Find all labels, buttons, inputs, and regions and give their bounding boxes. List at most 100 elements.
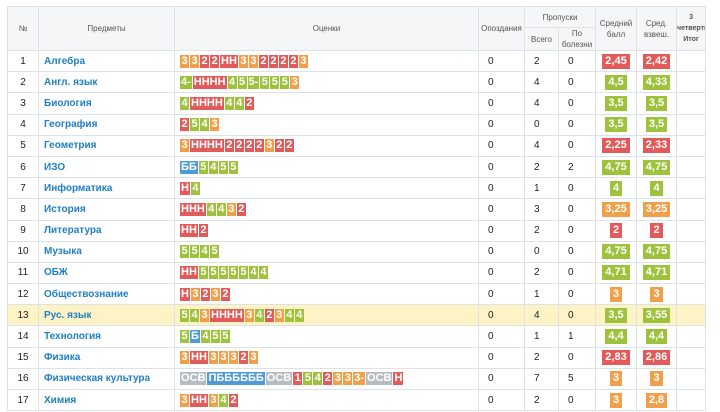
grade-mark[interactable]: 3 <box>290 75 300 89</box>
grade-mark[interactable]: 3- <box>353 372 366 386</box>
grade-mark[interactable]: 2 <box>278 54 288 68</box>
grade-mark[interactable]: 5 <box>218 266 228 280</box>
subject-link[interactable]: Химия <box>44 394 77 406</box>
subject-link[interactable]: География <box>44 119 98 131</box>
grade-mark[interactable]: НННН <box>192 75 227 89</box>
grade-mark[interactable]: 2 <box>236 202 246 216</box>
grade-mark[interactable]: 5 <box>210 330 220 344</box>
grade-mark[interactable]: 2 <box>200 54 209 68</box>
grade-mark[interactable]: 5 <box>180 245 189 259</box>
grade-mark[interactable]: 3 <box>208 351 218 365</box>
grade-mark[interactable]: 3 <box>180 139 189 153</box>
grade-mark[interactable]: 5 <box>190 245 199 259</box>
grade-mark[interactable]: 5 <box>180 330 189 344</box>
grade-mark[interactable]: НН <box>190 393 208 407</box>
grade-mark[interactable]: 4 <box>284 308 294 322</box>
grade-mark[interactable]: 3 <box>238 54 248 68</box>
grade-mark[interactable]: 3 <box>264 139 274 153</box>
grade-mark[interactable]: 5 <box>190 118 199 132</box>
subject-link[interactable]: ИЗО <box>44 161 66 173</box>
grade-mark[interactable]: ББ <box>180 160 198 174</box>
grade-mark[interactable]: 2 <box>220 287 230 301</box>
grade-mark[interactable]: 2 <box>200 287 210 301</box>
grade-mark[interactable]: 5 <box>210 245 219 259</box>
grade-mark[interactable]: 2 <box>180 118 189 132</box>
grade-mark[interactable]: 3 <box>200 308 209 322</box>
grade-mark[interactable]: 3 <box>190 287 200 301</box>
grade-mark[interactable]: 2 <box>258 54 268 68</box>
subject-link[interactable]: Информатика <box>44 182 113 194</box>
grade-mark[interactable]: 3 <box>244 308 254 322</box>
subject-link[interactable]: История <box>44 203 86 215</box>
grade-mark[interactable]: 2 <box>210 54 219 68</box>
grade-mark[interactable]: 5 <box>218 160 228 174</box>
grade-mark[interactable]: 3 <box>180 54 189 68</box>
grade-mark[interactable]: 2 <box>268 54 278 68</box>
grade-mark[interactable]: НННН <box>210 308 244 322</box>
grade-mark[interactable]: 2 <box>288 54 298 68</box>
grade-mark[interactable]: 4 <box>294 308 304 322</box>
grade-mark[interactable]: 3 <box>248 351 258 365</box>
grade-mark[interactable]: 2 <box>264 308 274 322</box>
grade-mark[interactable]: 3 <box>298 54 308 68</box>
grade-mark[interactable]: 4 <box>190 308 199 322</box>
grade-mark[interactable]: НННН <box>190 139 224 153</box>
grade-mark[interactable]: 2 <box>198 224 208 238</box>
grade-mark[interactable]: 3 <box>218 351 228 365</box>
grade-mark[interactable]: ОСВ <box>366 372 393 386</box>
grade-mark[interactable]: 4 <box>248 266 258 280</box>
grade-mark[interactable]: 5 <box>208 266 218 280</box>
grade-mark[interactable]: 4 <box>190 181 200 195</box>
grade-mark[interactable]: 2 <box>244 139 254 153</box>
grade-mark[interactable]: 3 <box>190 54 199 68</box>
grade-mark[interactable]: 5 <box>237 75 247 89</box>
grade-mark[interactable]: 3 <box>210 118 219 132</box>
subject-link[interactable]: Литература <box>44 225 102 237</box>
grade-mark[interactable]: 4 <box>206 202 216 216</box>
grade-mark[interactable]: НН <box>180 224 198 238</box>
grade-mark[interactable]: 5 <box>270 75 280 89</box>
grade-mark[interactable]: 2 <box>224 139 234 153</box>
subject-link[interactable]: Обществознание <box>44 288 129 300</box>
grade-mark[interactable]: 2 <box>254 139 264 153</box>
subject-link[interactable]: ОБЖ <box>44 267 68 279</box>
grade-mark[interactable]: 3 <box>248 54 258 68</box>
grade-mark[interactable]: ННН <box>180 202 206 216</box>
grade-mark[interactable]: 4- <box>180 75 192 89</box>
grade-mark[interactable]: 5 <box>238 266 248 280</box>
grade-mark[interactable]: ОСВ <box>265 372 293 386</box>
subject-link[interactable]: Алгебра <box>44 55 86 67</box>
grade-mark[interactable]: ОСВ <box>180 372 207 386</box>
subject-link[interactable]: Физика <box>44 352 81 364</box>
subject-link[interactable]: Рус. язык <box>44 309 92 321</box>
subject-link[interactable]: Физическая культура <box>44 373 151 385</box>
grade-mark[interactable]: 5 <box>260 75 270 89</box>
grade-mark[interactable]: 5 <box>228 266 238 280</box>
grade-mark[interactable]: 4 <box>224 96 234 110</box>
subject-link[interactable]: Технология <box>44 331 101 343</box>
grade-mark[interactable]: 4 <box>200 330 210 344</box>
grade-mark[interactable]: ПББББББ <box>207 372 265 386</box>
grade-mark[interactable]: 3 <box>333 372 343 386</box>
grade-mark[interactable]: 5 <box>198 160 208 174</box>
grade-mark[interactable]: 4 <box>227 75 237 89</box>
grade-mark[interactable]: Н <box>180 181 190 195</box>
grade-mark[interactable]: 2 <box>234 139 244 153</box>
subject-link[interactable]: Англ. язык <box>44 76 98 88</box>
grade-mark[interactable]: 3 <box>274 308 284 322</box>
grade-mark[interactable]: 4 <box>258 266 268 280</box>
grade-mark[interactable]: 5 <box>303 372 313 386</box>
grade-mark[interactable]: 2 <box>323 372 333 386</box>
grade-mark[interactable]: 3 <box>228 351 238 365</box>
grade-mark[interactable]: 4 <box>313 372 323 386</box>
grade-mark[interactable]: 2 <box>244 96 254 110</box>
grade-mark[interactable]: 2 <box>228 393 238 407</box>
grade-mark[interactable]: 3 <box>226 202 236 216</box>
grade-mark[interactable]: 3 <box>210 287 220 301</box>
grade-mark[interactable]: 5 <box>228 160 238 174</box>
grade-mark[interactable]: Б <box>190 330 200 344</box>
grade-mark[interactable]: 4 <box>180 96 189 110</box>
grade-mark[interactable]: НН <box>190 351 208 365</box>
grade-mark[interactable]: 1 <box>293 372 303 386</box>
grade-mark[interactable]: 5 <box>180 308 189 322</box>
